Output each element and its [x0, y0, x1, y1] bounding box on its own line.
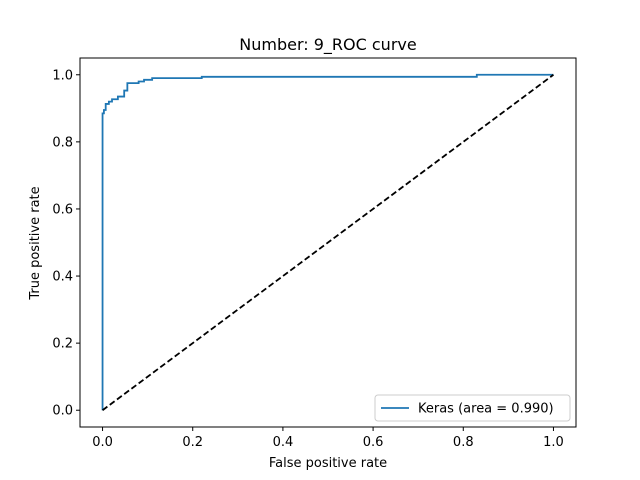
chart-title: Number: 9_ROC curve: [239, 35, 416, 55]
legend: Keras (area = 0.990): [374, 394, 571, 422]
y-axis-label: True positive rate: [28, 186, 43, 300]
x-axis-label: False positive rate: [269, 456, 387, 471]
y-tick-label: 1.0: [52, 68, 73, 83]
x-tick-label: 0.0: [92, 435, 113, 450]
y-tick-label: 0.0: [52, 404, 73, 419]
plot-frame: [79, 57, 577, 428]
y-tick-label: 0.6: [52, 202, 73, 217]
y-tick-label: 0.2: [52, 337, 73, 352]
chance-diagonal-line: [102, 74, 554, 411]
y-tick-label: 0.8: [52, 135, 73, 150]
legend-entry-label: Keras (area = 0.990): [418, 402, 554, 417]
plot-lines: [101, 73, 554, 411]
x-tick-label: 1.0: [543, 435, 564, 450]
x-tick-label: 0.8: [453, 435, 474, 450]
y-tick-label: 0.4: [52, 270, 73, 285]
x-tick-label: 0.4: [273, 435, 294, 450]
y-axis-ticks: 0.0 0.2 0.4 0.6 0.8 1.0: [52, 68, 80, 419]
series-line-keras: [101, 73, 554, 411]
x-tick-label: 0.2: [182, 435, 203, 450]
x-tick-label: 0.6: [363, 435, 384, 450]
legend-box: [374, 394, 571, 422]
x-axis-ticks: 0.0 0.2 0.4 0.6 0.8 1.0: [92, 427, 564, 450]
